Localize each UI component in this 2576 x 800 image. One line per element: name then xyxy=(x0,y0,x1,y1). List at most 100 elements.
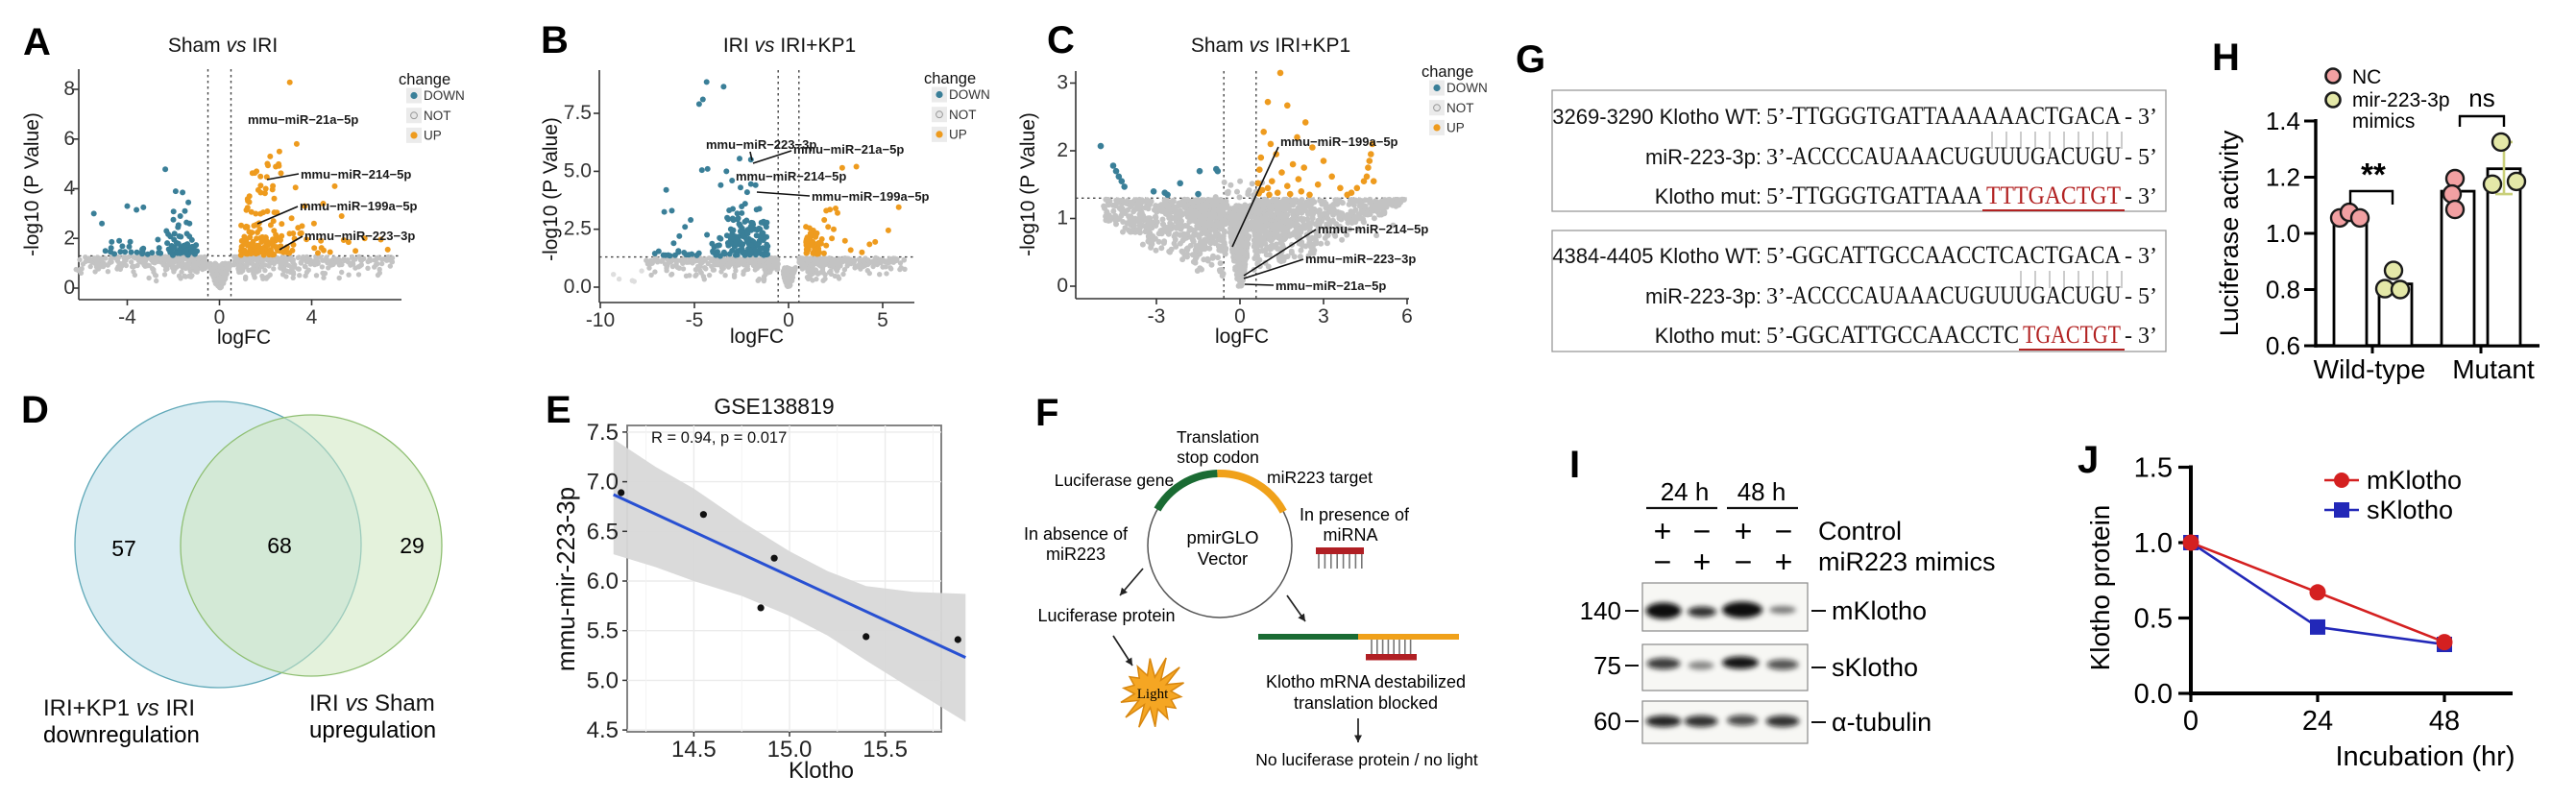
svg-text:Klotho: Klotho xyxy=(789,758,854,784)
svg-text:GGCATTGCCAACCTC: GGCATTGCCAACCTC xyxy=(1792,321,2019,349)
svg-text:G: G xyxy=(1516,38,1545,81)
svg-text:TTTGACTGT: TTTGACTGT xyxy=(1986,182,2121,209)
svg-text:3’-: 3’- xyxy=(1766,145,1793,170)
svg-text:In presence of: In presence of xyxy=(1300,505,1410,524)
svg-text:mmu−miR−21a−5p: mmu−miR−21a−5p xyxy=(793,142,904,157)
svg-text:-3: -3 xyxy=(1148,305,1166,327)
svg-text:α-tubulin: α-tubulin xyxy=(1832,708,1932,737)
svg-text:miRNA: miRNA xyxy=(1324,525,1378,545)
svg-text:5’-: 5’- xyxy=(1766,105,1793,130)
svg-text:0.0: 0.0 xyxy=(2134,679,2173,710)
svg-text:mmu-mir-223-3p: mmu-mir-223-3p xyxy=(551,487,580,671)
svg-text:GGCATTGCCAACCTCACTGACA: GGCATTGCCAACCTCACTGACA xyxy=(1792,241,2121,269)
svg-text:mmu−miR−223−3p: mmu−miR−223−3p xyxy=(1305,252,1416,266)
svg-text:0: 0 xyxy=(2183,706,2199,737)
svg-text:TTGGGTGATTAAAAAACTGACA: TTGGGTGATTAAAAAACTGACA xyxy=(1792,102,2121,130)
svg-text:ns: ns xyxy=(2468,84,2494,112)
svg-text:mmu−miR−214−5p: mmu−miR−214−5p xyxy=(736,169,846,183)
svg-text:29: 29 xyxy=(400,533,425,558)
svg-text:UP: UP xyxy=(949,128,967,142)
svg-text:0: 0 xyxy=(1057,275,1068,297)
svg-text:No luciferase protein / no lig: No luciferase protein / no light xyxy=(1255,750,1478,769)
svg-text:pmirGLO: pmirGLO xyxy=(1186,527,1258,547)
svg-text:+: + xyxy=(1775,545,1793,579)
svg-text:3269-3290 Klotho WT:: 3269-3290 Klotho WT: xyxy=(1552,105,1762,129)
svg-text:translation blocked: translation blocked xyxy=(1294,693,1438,713)
svg-text:Control: Control xyxy=(1818,517,1902,545)
svg-text:change: change xyxy=(1422,63,1473,81)
svg-text:Luciferase activity: Luciferase activity xyxy=(2215,130,2244,336)
svg-text:- 5’: - 5’ xyxy=(2125,145,2157,170)
svg-text:6: 6 xyxy=(63,128,75,150)
svg-text:Sham vs IRI: Sham vs IRI xyxy=(168,35,278,57)
svg-text:-log10 (P Value): -log10 (P Value) xyxy=(21,112,43,256)
svg-text:15.0: 15.0 xyxy=(767,737,813,763)
svg-text:5’-: 5’- xyxy=(1766,244,1793,269)
svg-text:24 h: 24 h xyxy=(1661,477,1710,506)
svg-text:H: H xyxy=(2212,36,2240,79)
svg-text:mmu−miR−199a−5p: mmu−miR−199a−5p xyxy=(300,199,418,213)
svg-text:2: 2 xyxy=(63,227,75,249)
svg-text:0.5: 0.5 xyxy=(2134,604,2173,635)
svg-text:5.0: 5.0 xyxy=(564,159,592,182)
svg-text:0: 0 xyxy=(783,309,794,331)
svg-text:UP: UP xyxy=(1446,121,1465,135)
svg-text:5’-: 5’- xyxy=(1766,184,1793,209)
svg-text:Luciferase gene: Luciferase gene xyxy=(1055,471,1175,490)
svg-text:1.0: 1.0 xyxy=(2134,528,2173,559)
svg-text:miR-223-3p:: miR-223-3p: xyxy=(1645,284,1762,308)
svg-text:mKlotho: mKlotho xyxy=(2367,466,2462,495)
svg-text:60: 60 xyxy=(1593,707,1621,736)
svg-text:Sham vs IRI+KP1: Sham vs IRI+KP1 xyxy=(1191,35,1350,57)
svg-text:miR223: miR223 xyxy=(1046,545,1106,564)
svg-text:6: 6 xyxy=(1401,305,1413,327)
svg-text:mmu−miR−21a−5p: mmu−miR−21a−5p xyxy=(1276,279,1386,293)
svg-text:0.6: 0.6 xyxy=(2266,331,2300,360)
svg-text:IRI vs IRI+KP1: IRI vs IRI+KP1 xyxy=(723,35,856,57)
svg-text:14.5: 14.5 xyxy=(671,737,717,763)
svg-text:UP: UP xyxy=(424,129,442,143)
svg-text:Klotho protein: Klotho protein xyxy=(2085,505,2115,671)
svg-text:ACCCCAUAAACUGUUUGACUGU: ACCCCAUAAACUGUUUGACUGU xyxy=(1792,142,2121,170)
svg-text:−: − xyxy=(1735,545,1753,579)
svg-text:5: 5 xyxy=(877,309,888,331)
svg-text:mmu−miR−214−5p: mmu−miR−214−5p xyxy=(1318,222,1428,236)
svg-text:5.5: 5.5 xyxy=(587,618,619,644)
svg-text:0: 0 xyxy=(214,306,226,328)
svg-text:mmu−miR−223−3p: mmu−miR−223−3p xyxy=(706,137,816,152)
svg-text:TTGGGTGATTAAA: TTGGGTGATTAAA xyxy=(1792,182,1982,209)
svg-text:48 h: 48 h xyxy=(1738,477,1786,506)
svg-text:DOWN: DOWN xyxy=(949,87,990,102)
svg-text:upregulation: upregulation xyxy=(309,717,436,743)
svg-text:mimics: mimics xyxy=(2352,110,2415,133)
svg-text:7.5: 7.5 xyxy=(564,102,592,124)
svg-text:4: 4 xyxy=(63,178,75,200)
svg-text:-10: -10 xyxy=(586,309,615,331)
svg-text:1.0: 1.0 xyxy=(2266,219,2300,248)
svg-text:7.0: 7.0 xyxy=(587,470,619,496)
svg-text:TGACTGT: TGACTGT xyxy=(2023,321,2121,349)
svg-text:F: F xyxy=(1035,392,1058,434)
svg-text:E: E xyxy=(546,389,571,431)
svg-text:1: 1 xyxy=(1057,207,1068,230)
svg-text:- 3’: - 3’ xyxy=(2125,324,2157,349)
svg-text:Klotho mRNA destabilized: Klotho mRNA destabilized xyxy=(1266,672,1466,691)
svg-text:miR223 mimics: miR223 mimics xyxy=(1818,547,1996,576)
svg-text:0: 0 xyxy=(63,277,75,299)
svg-text:Vector: Vector xyxy=(1198,548,1248,569)
svg-text:Translation: Translation xyxy=(1177,427,1259,447)
svg-text:-log10 (P Value): -log10 (P Value) xyxy=(540,117,562,261)
svg-text:68: 68 xyxy=(267,533,292,558)
svg-text:1.2: 1.2 xyxy=(2266,163,2300,192)
svg-text:- 3’: - 3’ xyxy=(2125,244,2157,269)
svg-text:Mutant: Mutant xyxy=(2452,354,2535,384)
svg-text:48: 48 xyxy=(2429,706,2460,737)
svg-text:NOT: NOT xyxy=(949,108,977,122)
svg-text:75: 75 xyxy=(1593,651,1621,680)
svg-text:-log10 (P Value): -log10 (P Value) xyxy=(1017,112,1039,256)
svg-text:3: 3 xyxy=(1057,72,1068,94)
svg-text:B: B xyxy=(541,19,569,61)
svg-text:In absence of: In absence of xyxy=(1024,524,1129,544)
svg-text:change: change xyxy=(924,70,976,87)
svg-text:- 3’: - 3’ xyxy=(2125,105,2157,130)
